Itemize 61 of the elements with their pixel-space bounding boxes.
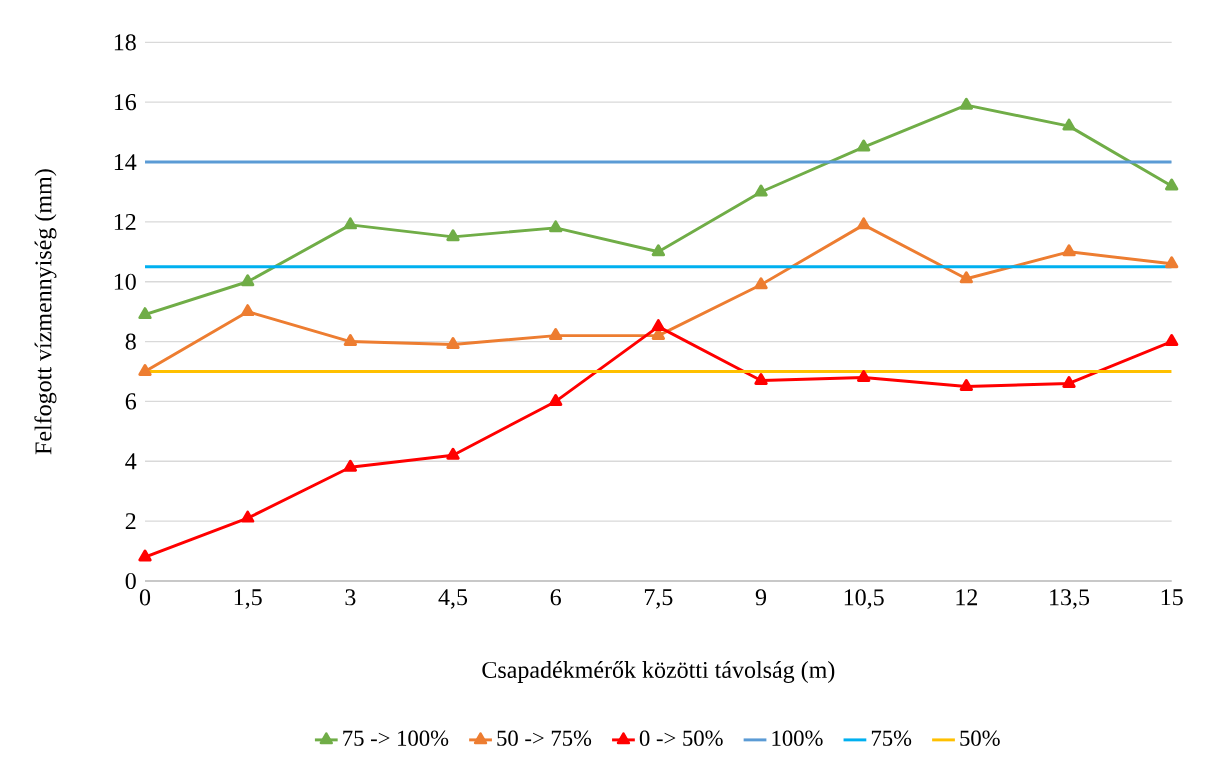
point [754, 184, 768, 197]
x-tick-label: 10,5 [844, 589, 884, 609]
point [1165, 334, 1179, 347]
point [446, 447, 460, 460]
point [959, 271, 974, 284]
point [549, 393, 563, 406]
point [343, 334, 358, 347]
legend-label: 75 -> 100% [343, 730, 449, 746]
y-tick-label: 18 [114, 34, 136, 51]
point [754, 373, 768, 385]
point [549, 220, 563, 233]
legend-label: 50 -> 75% [497, 730, 592, 746]
point [857, 370, 871, 382]
point [343, 217, 358, 230]
point [651, 319, 666, 332]
point [446, 337, 460, 350]
x-axis-title: Csapadékmérők közötti távolság (m) [482, 661, 835, 683]
x-tick-label: 6 [550, 589, 561, 606]
x-tick-label: 9 [755, 589, 767, 606]
x-tick-label: 15 [1161, 589, 1183, 606]
point [651, 244, 666, 257]
x-tick-label: 4,5 [438, 589, 468, 609]
point [754, 277, 768, 290]
legend-label: 50% [960, 730, 1000, 746]
point [857, 139, 871, 152]
x-tick-label: 12 [956, 589, 978, 606]
point [1062, 118, 1076, 131]
point [1165, 256, 1179, 269]
point [241, 510, 255, 523]
point [1062, 244, 1076, 257]
y-tick-label: 8 [125, 333, 136, 350]
x-tick-label: 7,5 [644, 589, 673, 609]
y-tick-label: 14 [114, 154, 137, 170]
point [138, 307, 152, 320]
point [959, 97, 974, 110]
legend-label: 75% [871, 730, 912, 746]
legend-label: 0 -> 50% [639, 730, 723, 746]
x-tick-label: 3 [345, 589, 356, 606]
x-tick-label: 0 [139, 589, 151, 606]
y-tick-label: 2 [125, 513, 136, 530]
y-tick-label: 0 [125, 572, 136, 590]
point [138, 364, 152, 376]
x-tick-label: 1,5 [234, 589, 262, 609]
legend-label: 100% [772, 730, 823, 746]
y-tick-label: 6 [125, 393, 137, 410]
point [1062, 376, 1076, 388]
point [241, 304, 255, 317]
y-tick-label: 10 [114, 273, 136, 290]
point [959, 379, 974, 391]
point [138, 549, 152, 562]
point [446, 229, 460, 242]
point [241, 274, 255, 287]
x-tick-label: 13,5 [1050, 589, 1090, 609]
point [857, 217, 871, 230]
point [1165, 178, 1179, 191]
y-tick-label: 16 [114, 94, 137, 111]
y-axis-title: Felfogott vízmennyiség (mm) [34, 169, 57, 455]
point [549, 328, 563, 341]
point [343, 459, 358, 472]
y-tick-label: 12 [114, 213, 136, 230]
y-tick-label: 4 [125, 453, 137, 470]
